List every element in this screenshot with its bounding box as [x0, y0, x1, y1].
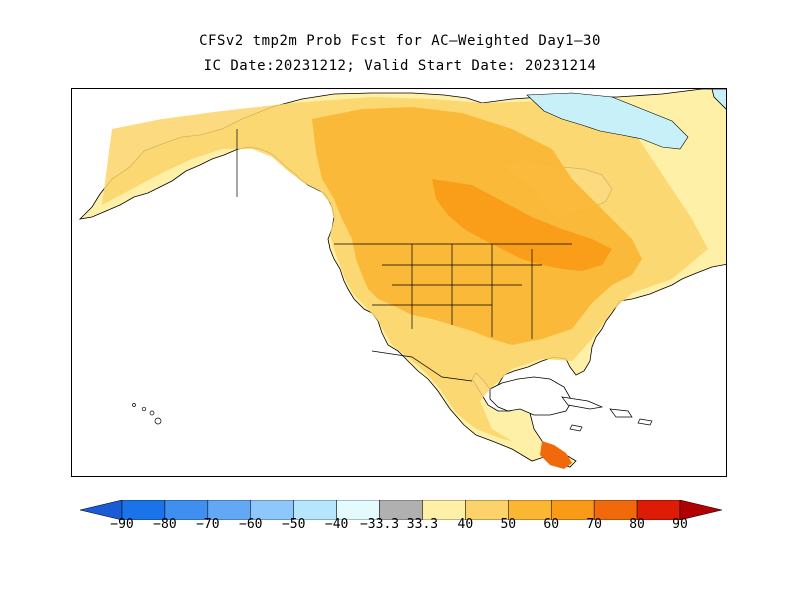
colorbar-tick-label: 50: [500, 517, 517, 532]
map-subtitle: IC Date:20231212; Valid Start Date: 2023…: [203, 58, 597, 74]
colorbar-tick-label: −80: [153, 517, 177, 532]
colorbar-tick-label: 60: [543, 517, 560, 532]
above-normal-70-80-central-america: [540, 441, 572, 469]
political-borders: [236, 129, 572, 382]
hawaii-islands: [132, 403, 162, 425]
colorbar-tick-label: 40: [457, 517, 474, 532]
colorbar-tick-label: −50: [281, 517, 306, 532]
greenland: [711, 89, 726, 110]
map-panel: [71, 88, 727, 477]
colorbar-tick-label: 90: [672, 517, 688, 532]
colorbar-tick-label: −70: [196, 517, 220, 532]
colorbar-tick-label: −40: [324, 517, 349, 532]
colorbar-tick-label: −90: [110, 517, 134, 532]
colorbar-tick-label: 70: [586, 517, 602, 532]
map-canvas: [78, 89, 726, 469]
colorbar-tick-label: −60: [239, 517, 263, 532]
gulf-of-mexico: [489, 376, 573, 416]
map-title: CFSv2 tmp2m Prob Fcst for AC—Weighted Da…: [199, 33, 601, 49]
colorbar-tick-label: −33.3: [359, 517, 400, 532]
caribbean-islands: [561, 396, 653, 432]
colorbar-tick-label: 80: [629, 517, 645, 532]
above-normal-60-70-region: [432, 179, 612, 271]
below-normal-40-50-arctic-islands: [526, 92, 689, 150]
colorbar-right-arrow: [679, 500, 722, 520]
colorbar-tick-label: 33.3: [406, 517, 439, 532]
probability-colorbar: [80, 500, 722, 520]
